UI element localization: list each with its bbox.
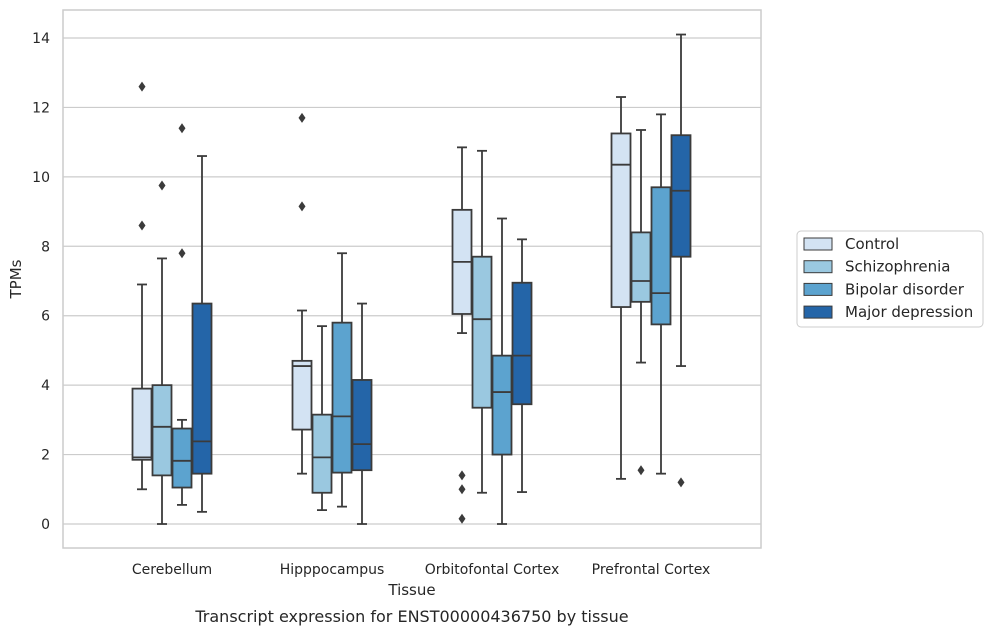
outlier-point	[138, 81, 146, 92]
box-series	[131, 33, 692, 525]
box-iqr	[131, 387, 153, 461]
x-tick-label: Orbitofontal Cortex	[425, 562, 560, 578]
box-iqr	[610, 132, 632, 308]
y-tick-label: 2	[41, 448, 50, 464]
y-tick-label: 0	[41, 517, 50, 533]
y-tick-label: 6	[41, 309, 50, 325]
box-3-2	[511, 238, 533, 493]
box-0-3	[610, 96, 632, 480]
legend-frame	[796, 230, 984, 328]
outlier-point	[158, 180, 166, 191]
box-iqr	[491, 354, 513, 456]
box-3-0	[191, 155, 213, 513]
x-tick-label: Hipppocampus	[280, 562, 385, 578]
y-tick-label: 14	[32, 31, 50, 47]
x-tick-label: Prefrontal Cortex	[592, 562, 711, 578]
box-iqr	[471, 255, 493, 409]
y-tick-label: 8	[41, 239, 50, 255]
outlier-point	[637, 465, 645, 476]
box-3-1	[351, 302, 373, 525]
box-iqr	[630, 231, 652, 303]
outlier-point	[677, 477, 685, 488]
box-iqr	[151, 384, 173, 477]
x-tick-labels: Cerebellum Hipppocampus Orbitofontal Corte…	[132, 562, 710, 578]
outlier-point	[178, 248, 186, 259]
outlier-point	[178, 123, 186, 134]
outlier-point	[458, 470, 466, 481]
box-iqr	[650, 186, 672, 326]
box-0-2	[451, 146, 473, 524]
legend-swatch	[803, 305, 833, 319]
x-axis-label: Tissue	[387, 581, 435, 599]
box-iqr	[171, 427, 193, 489]
legend-swatch	[803, 237, 833, 251]
box-iqr	[191, 302, 213, 475]
y-axis-label: TPMs	[7, 259, 25, 299]
box-1-1	[311, 325, 333, 512]
chart-caption: Transcript expression for ENST0000043675…	[194, 607, 628, 626]
legend-swatch	[803, 282, 833, 296]
box-1-3	[630, 129, 652, 476]
y-tick-label: 4	[41, 378, 50, 394]
x-tick-label: Cerebellum	[132, 562, 212, 578]
legend-label: Bipolar disorder	[845, 280, 965, 298]
outlier-point	[298, 201, 306, 212]
box-iqr	[511, 281, 533, 406]
box-2-1	[331, 252, 353, 508]
outlier-point	[458, 484, 466, 495]
box-2-0	[171, 123, 193, 506]
outlier-point	[458, 513, 466, 524]
y-tick-labels: 0 2 4 6 8 10 12 14	[32, 31, 50, 533]
legend-label: Control	[845, 235, 899, 253]
box-iqr	[331, 321, 353, 474]
y-tick-label: 10	[32, 170, 50, 186]
box-1-0	[151, 180, 173, 525]
outlier-point	[298, 112, 306, 123]
box-1-2	[471, 149, 493, 494]
legend-label: Schizophrenia	[845, 258, 950, 276]
legend: Control Schizophrenia Bipolar disorder Majo…	[796, 230, 984, 328]
legend-label: Major depression	[845, 303, 973, 321]
box-0-0	[131, 81, 153, 491]
legend-swatch	[803, 260, 833, 274]
box-iqr	[351, 379, 373, 472]
outlier-point	[138, 220, 146, 231]
box-2-3	[650, 113, 672, 475]
box-iqr	[291, 359, 313, 431]
box-3-3	[670, 33, 692, 488]
y-tick-label: 12	[32, 100, 50, 116]
box-0-1	[291, 112, 313, 475]
box-2-2	[491, 217, 513, 525]
box-iqr	[670, 134, 692, 258]
box-iqr	[311, 413, 333, 494]
